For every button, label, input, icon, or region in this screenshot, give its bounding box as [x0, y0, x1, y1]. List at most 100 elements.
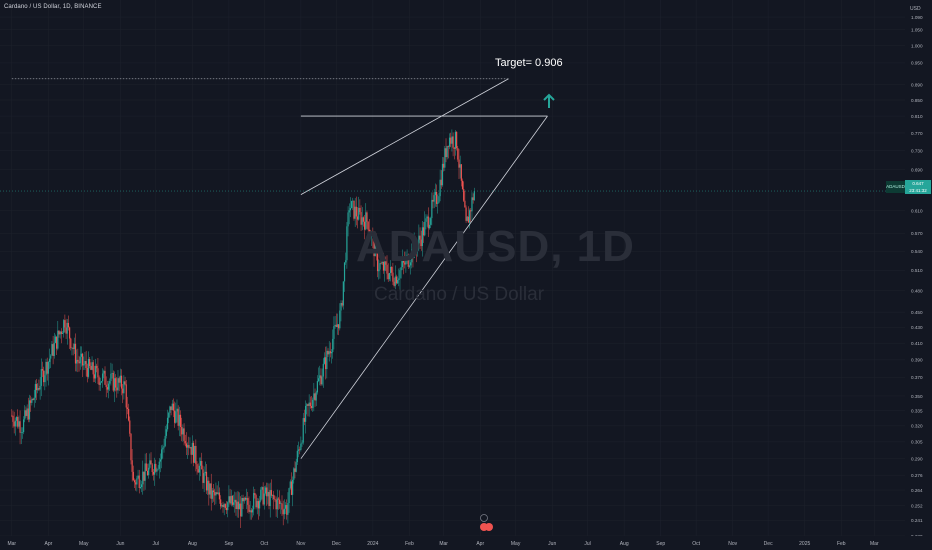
candle-body [156, 469, 158, 472]
candle-body [146, 470, 149, 476]
candle-body [196, 464, 198, 470]
candle-body [63, 320, 65, 333]
price-tick: 0.850 [911, 98, 923, 103]
candle-body [84, 361, 86, 365]
candle-body [274, 499, 276, 500]
candle-body [190, 447, 192, 455]
time-scale: Mar Apr May Jun Jul Aug Sep Oct Nov Dec 2024 Feb Mar… [0, 536, 932, 550]
candle-body [73, 343, 75, 350]
candle-body [389, 266, 392, 273]
candle-body [302, 418, 304, 443]
candle-body [158, 461, 160, 469]
candle-body [57, 330, 59, 349]
candle-body [116, 387, 118, 391]
candle-body [210, 483, 212, 499]
candle-body [430, 218, 432, 225]
candle-body [288, 488, 290, 504]
candle-body [211, 490, 213, 499]
last-price-tag: 0.647 23:41:32 [905, 180, 931, 194]
candle-body [356, 216, 359, 220]
candle-body [248, 504, 250, 512]
candle-body [111, 372, 113, 374]
candle-body [280, 503, 282, 505]
candle-body [203, 473, 205, 483]
time-tick: Feb [405, 541, 414, 547]
price-tick: 0.690 [911, 167, 923, 172]
candle-body [195, 445, 197, 465]
candle-body [335, 324, 337, 327]
candle-body [382, 261, 385, 271]
currency-unit[interactable]: USD [910, 6, 921, 12]
candle-body [117, 378, 119, 391]
candle-body [354, 206, 356, 219]
candle-body [447, 145, 449, 147]
time-tick: Apr [44, 541, 52, 547]
candle-body [19, 421, 21, 433]
candle-body [348, 210, 350, 213]
candle-body [135, 482, 137, 485]
candle-body [264, 487, 267, 494]
candle-body [171, 403, 173, 410]
candle-body [325, 357, 327, 370]
candle-body [338, 324, 340, 329]
candle-body [417, 243, 419, 252]
candle-body [233, 502, 235, 505]
candle-body [260, 489, 262, 501]
candle-body [371, 234, 373, 237]
candle-body [452, 136, 454, 148]
candle-body [192, 442, 195, 463]
candle-body [199, 460, 202, 466]
candle-body [28, 400, 31, 420]
candle-body [459, 164, 461, 168]
candle-body [361, 217, 363, 225]
price-scale: 1.090 1.050 1.000 0.950 0.890 0.850 0.810 0.770… [905, 0, 932, 550]
price-tick: 0.370 [911, 375, 923, 380]
candle-body [78, 361, 80, 364]
price-tick: 0.290 [911, 456, 923, 461]
candle-body [263, 493, 265, 505]
candle-body [258, 500, 261, 509]
candle-body [340, 302, 342, 311]
candle-body [150, 460, 152, 465]
candle-body [128, 408, 130, 421]
candle-body [112, 372, 114, 391]
price-tick: 0.350 [911, 394, 923, 399]
candle-body [443, 163, 445, 168]
candle-body [374, 243, 376, 257]
candle-body [174, 410, 176, 423]
candle-body [261, 487, 263, 490]
candle-body [132, 471, 134, 481]
candle-body [422, 227, 425, 236]
time-tick: Apr [476, 541, 484, 547]
candle-body [138, 475, 140, 489]
time-tick: May [511, 541, 521, 547]
candle-body [182, 428, 184, 435]
candle-body [461, 180, 464, 190]
candle-body [184, 440, 186, 444]
candle-body [31, 398, 33, 403]
candle-body [359, 207, 361, 213]
candle-body [194, 445, 196, 463]
candle-body [198, 465, 201, 473]
candle-body [83, 364, 85, 366]
candle-body [43, 370, 45, 383]
candle-body [334, 324, 336, 327]
candle-body [130, 433, 132, 461]
candle-body [323, 357, 326, 364]
candle-body [327, 350, 329, 355]
candle-body [35, 384, 38, 391]
candle-body [65, 327, 67, 334]
candle-body [440, 179, 442, 186]
candle-body [247, 498, 249, 505]
candle-body [381, 261, 383, 264]
target-label: Target= 0.906 [495, 57, 563, 69]
candle-body [105, 384, 107, 388]
candle-body [467, 216, 470, 223]
time-tick: Mar [7, 541, 16, 547]
candle-body [41, 369, 44, 371]
candle-body [157, 468, 159, 470]
candle-body [71, 347, 73, 349]
candle-body [197, 469, 199, 473]
candle-body [21, 432, 24, 433]
